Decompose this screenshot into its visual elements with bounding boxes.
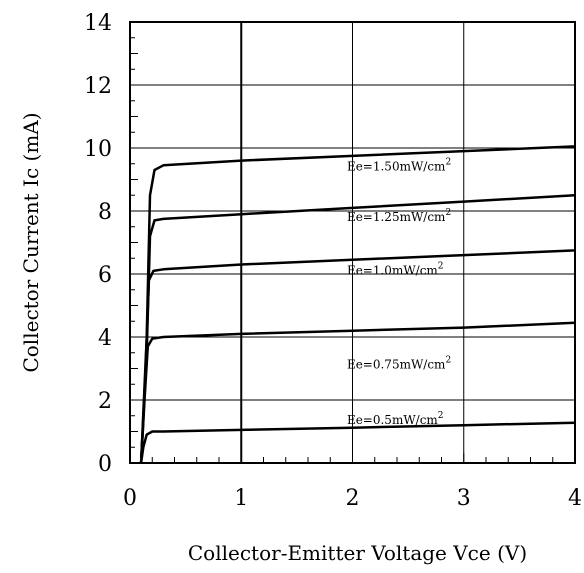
curve-labels: Ee=1.50mW/cm2 Ee=1.25mW/cm2 Ee=1.0mW/cm2 Ee… [347, 157, 451, 426]
y-tick-label: 14 [84, 11, 112, 36]
y-tick-label: 4 [98, 326, 112, 351]
series-line-5 [139, 421, 576, 464]
curve-label-1: Ee=1.50mW/cm2 [347, 157, 451, 173]
y-tick-label: 2 [98, 389, 112, 414]
y-axis-ticks: 0 2 4 6 8 10 12 14 [84, 11, 138, 477]
curve-label-3: Ee=1.0mW/cm2 [347, 261, 444, 277]
x-tick-label: 0 [123, 486, 137, 511]
y-tick-label: 8 [98, 200, 112, 225]
series-group [139, 145, 576, 464]
y-tick-label: 12 [84, 74, 112, 99]
x-axis-ticks: 0 1 2 3 4 [123, 453, 582, 511]
x-axis-label: Collector-Emitter Voltage Vce (V) [188, 541, 527, 565]
curve-label-2: Ee=1.25mW/cm2 [347, 208, 451, 224]
y-axis-label: Collector Current Ic (mA) [19, 112, 43, 372]
series-line-4 [139, 321, 576, 464]
x-tick-label: 3 [457, 486, 471, 511]
x-tick-label: 2 [346, 486, 360, 511]
y-tick-label: 10 [84, 137, 112, 162]
y-tick-label: 6 [98, 263, 112, 288]
x-tick-label: 4 [568, 486, 582, 511]
x-tick-label: 1 [234, 486, 248, 511]
y-tick-label: 0 [98, 452, 112, 477]
series-line-3 [139, 249, 576, 464]
curve-label-5: Ee=0.5mW/cm2 [347, 411, 444, 427]
curve-label-4: Ee=0.75mW/cm2 [347, 355, 451, 371]
grid [130, 22, 575, 463]
